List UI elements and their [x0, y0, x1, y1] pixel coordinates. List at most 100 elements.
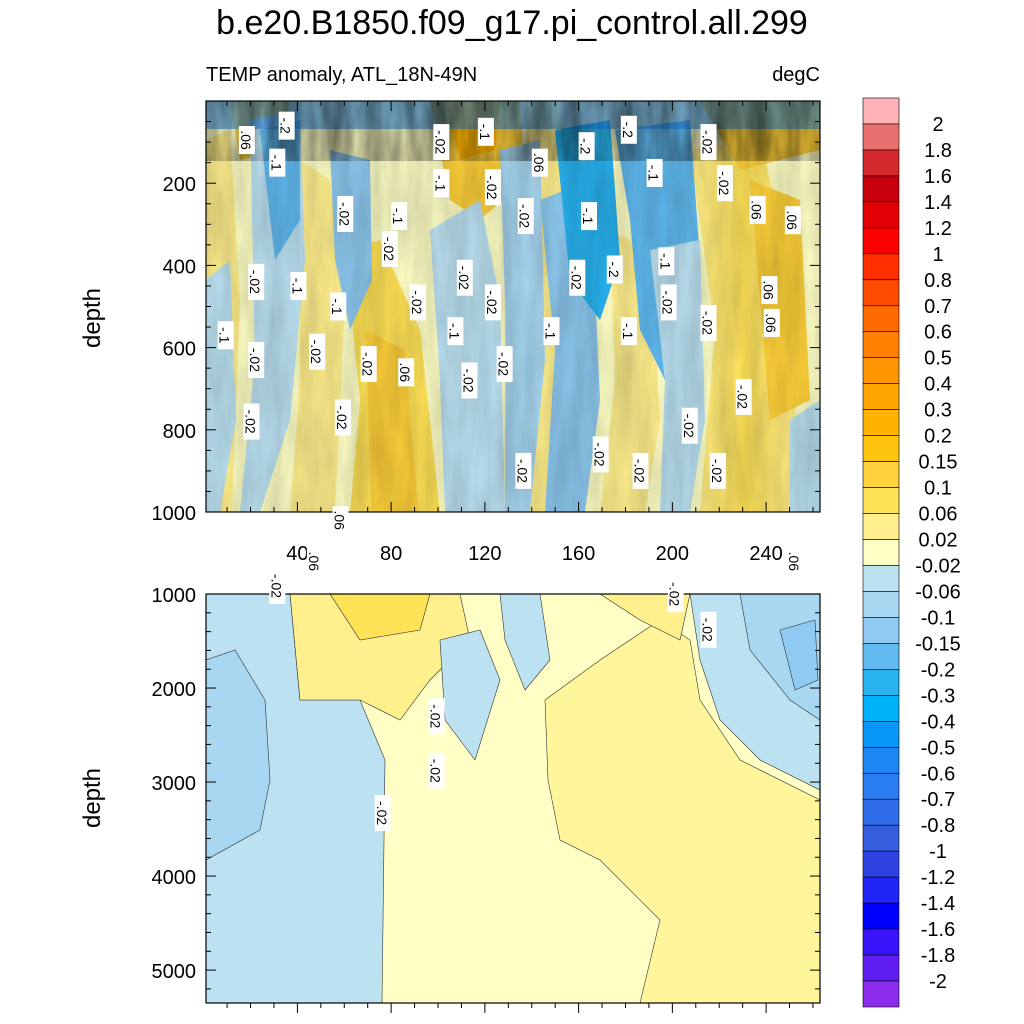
upper-contour-label: -.2	[578, 132, 595, 161]
upper-contour-label: -.2	[606, 255, 623, 284]
colorbar-swatch	[862, 201, 900, 229]
upper-contour-label-text: -.02	[456, 266, 472, 290]
colorbar-label: 1.8	[924, 140, 952, 162]
upper-contour-label-text: -.1	[542, 323, 558, 340]
upper-contour-label-text: -.02	[716, 171, 732, 195]
colorbar-swatch	[862, 617, 900, 644]
upper-contour-label-text: .06	[531, 153, 547, 173]
colorbar-label: -0.3	[921, 685, 955, 707]
upper-contour-label-bg	[309, 333, 326, 370]
upper-contour-label-bg	[580, 202, 597, 231]
colorbar-swatch	[862, 383, 900, 410]
upper-contour-label-text: -.02	[484, 290, 500, 314]
colorbar-label: -2	[929, 971, 947, 993]
upper-contour-label: -.02	[568, 259, 586, 296]
upper-contour-label: -.2	[620, 115, 637, 144]
upper-contour-field	[206, 101, 820, 512]
upper-contour-label: -.02	[336, 196, 354, 233]
colorbar-swatch	[862, 305, 900, 333]
upper-contour-label: -.1	[646, 158, 663, 187]
upper-contour-label-text: -.02	[247, 270, 263, 294]
upper-contour-label: -.1	[390, 202, 408, 231]
upper-contour-label-bg	[334, 399, 351, 436]
lower-contour-label-text: -.02	[700, 618, 716, 642]
upper-contour-label: -.02	[716, 165, 733, 202]
lower-contour-label-bg	[428, 752, 445, 789]
upper-contour-label-text: -.02	[432, 130, 448, 154]
upper-y-tick-label: 600	[163, 339, 196, 361]
upper-contour-label-text: -.1	[268, 154, 284, 171]
upper-contour-label-text: .06	[397, 363, 413, 383]
colorbar-swatch	[862, 902, 900, 930]
upper-contour-label-bg	[447, 317, 464, 346]
upper-x-tick-label: 240	[749, 543, 782, 565]
upper-contour-label: .06	[784, 206, 801, 235]
upper-contour-label-text: -.1	[329, 298, 345, 315]
upper-contour-label: -.1	[657, 247, 675, 276]
upper-contour-label-text: -.02	[247, 348, 263, 372]
upper-contour-label-bg	[700, 124, 717, 161]
upper-contour-label-text: -.02	[660, 290, 676, 314]
upper-contour-label-bg	[632, 452, 649, 489]
colorbar-swatch	[862, 409, 900, 436]
upper-contour-label-bg	[269, 148, 286, 177]
upper-contour-label-text: -.02	[243, 410, 259, 434]
lower-y-tick-label: 4000	[152, 867, 197, 889]
upper-contour-label-text: -.1	[432, 175, 448, 192]
lower-contour-label-bg	[428, 698, 445, 735]
upper-contour-label-bg	[484, 169, 501, 206]
upper-contour-label-text: -.02	[568, 266, 584, 290]
colorbar-label: -0.02	[915, 555, 961, 577]
upper-contour-label-text: -.1	[477, 124, 493, 141]
upper-contour-label-bg	[620, 115, 637, 144]
colorbar-label: 0.4	[924, 374, 952, 396]
upper-contour-label-bg	[337, 196, 354, 233]
upper-contour-label-bg	[217, 321, 234, 350]
colorbar-label: 0.5	[924, 348, 952, 370]
upper-contour-label-text: -.1	[390, 208, 406, 225]
upper-contour-label-text: -.02	[268, 574, 284, 598]
upper-contour-label-text: -.02	[381, 237, 397, 261]
colorbar-label: -1.8	[921, 945, 955, 967]
upper-contour-label-bg	[496, 346, 513, 383]
colorbar-swatch	[862, 643, 900, 670]
upper-contour-label: -.02	[247, 263, 265, 300]
upper-contour-label: -.02	[700, 304, 717, 341]
colorbar-swatch	[862, 175, 900, 203]
upper-contour-label: -.02	[660, 284, 677, 321]
upper-contour-label: -.1	[289, 271, 307, 300]
colorbar-label: -0.4	[921, 711, 955, 733]
upper-contour-label: -.02	[484, 284, 501, 321]
colorbar-swatch	[862, 824, 900, 852]
upper-contour-label-text: -.02	[681, 414, 697, 438]
upper-contour-label: -.02	[632, 452, 649, 489]
upper-contour-label: -.1	[446, 317, 464, 346]
upper-contour-label-bg	[391, 202, 408, 231]
upper-contour-label-bg	[646, 158, 663, 187]
colorbar-swatch	[862, 331, 900, 359]
upper-contour-label-bg	[278, 111, 295, 140]
colorbar-label: -1.2	[921, 867, 955, 889]
colorbar-swatch	[862, 772, 900, 800]
lower-contour-label: -.02	[428, 698, 445, 735]
upper-contour-label-bg	[716, 165, 733, 202]
colorbar: 2 1.8 1.6 1.4 1.2 1 0.8 0.7 0.6 0.5 0.4 0.3 0.2 0.15 0…	[862, 97, 961, 1008]
upper-contour-label: -.2	[278, 111, 295, 140]
upper-contour-label-text: -.02	[632, 459, 648, 483]
upper-contour-label-text: .06	[784, 210, 800, 230]
colorbar-swatch	[862, 669, 900, 696]
upper-contour-label: .06	[763, 308, 780, 337]
upper-contour-label: -.02	[360, 346, 377, 383]
colorbar-swatch	[862, 97, 900, 125]
upper-contour-label-text: -.2	[578, 138, 594, 155]
colorbar-swatch	[862, 591, 900, 618]
upper-contour-label-bg	[461, 362, 478, 399]
colorbar-swatch	[862, 721, 900, 748]
upper-contour-label-bg	[477, 117, 494, 146]
upper-contour-label-text: -.02	[484, 175, 500, 199]
upper-contour-label-bg	[381, 230, 398, 267]
upper-contour-label: -.1	[217, 321, 234, 350]
upper-contour-label-text: -.02	[700, 311, 716, 335]
upper-y-tick-label: 200	[163, 174, 196, 196]
